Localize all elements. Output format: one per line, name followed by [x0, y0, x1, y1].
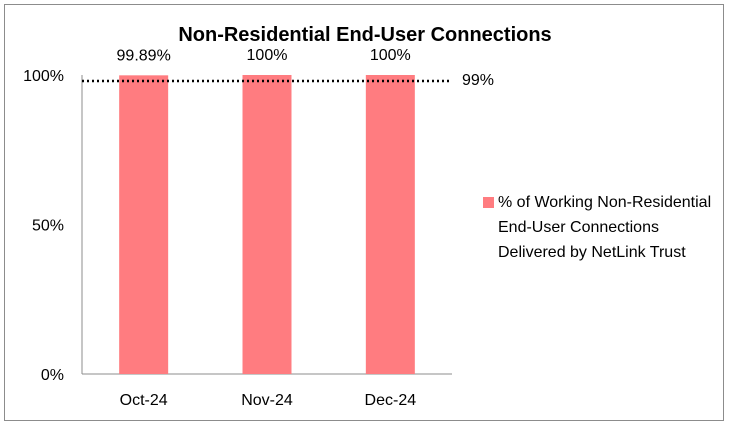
plot-area: 0% 50% 100% 99.89% Oct-24 100% Nov-24 100% Dec-2…	[23, 47, 494, 409]
x-tick-label: Oct-24	[120, 392, 168, 409]
x-tick-label: Dec-24	[365, 392, 417, 409]
bar	[242, 75, 292, 374]
y-tick-label: 100%	[23, 68, 64, 85]
target-line-label: 99%	[462, 72, 494, 89]
chart-title: Non-Residential End-User Connections	[178, 24, 551, 46]
bar	[119, 75, 169, 374]
bar	[365, 75, 415, 374]
y-tick-label: 0%	[41, 367, 64, 384]
data-label: 99.89%	[117, 47, 171, 64]
y-tick-label: 50%	[32, 218, 64, 235]
data-label: 100%	[370, 47, 411, 64]
legend-label: % of Working Non-Residential End-User Co…	[498, 194, 712, 261]
data-label: 100%	[247, 47, 288, 64]
x-tick-label: Nov-24	[241, 392, 293, 409]
legend-swatch	[483, 197, 494, 208]
